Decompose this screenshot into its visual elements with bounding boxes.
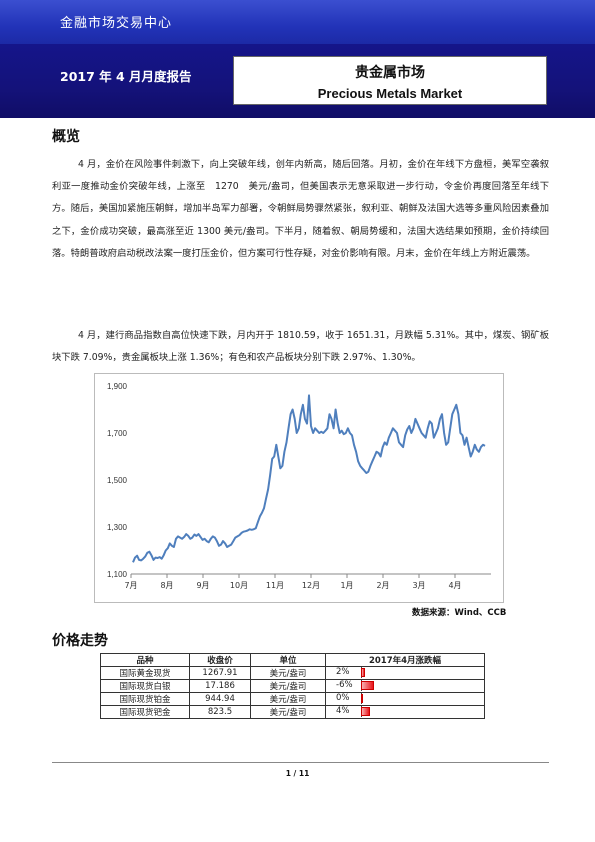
x-tick-label: 10月 — [230, 581, 248, 590]
x-tick-label: 9月 — [196, 581, 209, 590]
report-period: 2017 年 4 月月度报告 — [60, 69, 192, 84]
change-cell: 4% — [325, 705, 485, 719]
col-close-header: 收盘价 — [189, 653, 251, 667]
page-number: 1 / 11 — [285, 769, 310, 778]
close-price: 944.94 — [189, 692, 251, 706]
close-price: 17.186 — [189, 679, 251, 693]
name: 国际现货白银 — [100, 679, 190, 693]
report-banner: 2017 年 4 月月度报告 贵金属市场 Precious Metals Mar… — [0, 44, 595, 118]
change-label: 0% — [336, 693, 350, 703]
index-chart: 1,100 1,300 1,500 1,700 1,900 7月 8月 9月 10月 11月 12月… — [94, 373, 504, 603]
unit: 美元/盎司 — [250, 679, 326, 693]
y-tick-label: 1,100 — [107, 570, 128, 579]
top-header-bar: 金融市场交易中心 — [0, 0, 595, 44]
col-name-header: 品种 — [100, 653, 190, 667]
report-title-en: Precious Metals Market — [317, 86, 463, 101]
unit: 美元/盎司 — [250, 692, 326, 706]
data-source: 数据来源：Wind、CCB — [412, 608, 507, 618]
y-tick-label: 1,700 — [107, 429, 128, 438]
name: 国际现货铂金 — [100, 692, 190, 706]
x-tick-label: 2月 — [376, 581, 389, 590]
overview-paragraph-1: 4 月，金价在风险事件刺激下，向上突破年线，创年内新高，随后回落。月初，金价在年… — [52, 159, 549, 259]
x-tick-label: 3月 — [412, 581, 425, 590]
x-tick-label: 11月 — [266, 581, 284, 590]
series-line — [132, 394, 486, 563]
table-row: 国际黄金现货 1267.91 美元/盎司 2% — [100, 666, 485, 680]
price-table-header: 品种 收盘价 单位 2017年4月涨跌幅 — [100, 653, 485, 667]
change-cell: 0% — [325, 692, 485, 706]
index-line-chart: 1,100 1,300 1,500 1,700 1,900 7月 8月 9月 10月 11月 12月… — [107, 382, 491, 590]
change-bar — [361, 694, 363, 703]
change-bar — [361, 681, 375, 690]
y-tick-label: 1,300 — [107, 523, 128, 532]
price-heading: 价格走势 — [52, 633, 108, 649]
y-tick-label: 1,500 — [107, 476, 128, 485]
x-tick-label: 8月 — [160, 581, 173, 590]
change-cell: 2% — [325, 666, 485, 680]
x-tick-label: 12月 — [302, 581, 320, 590]
y-tick-label: 1,900 — [107, 382, 128, 391]
unit: 美元/盎司 — [250, 666, 326, 680]
x-tick-label: 4月 — [448, 581, 461, 590]
footer-divider — [52, 762, 549, 763]
change-label: 4% — [336, 706, 350, 716]
price-table: 品种 收盘价 单位 2017年4月涨跌幅 国际黄金现货 1267.91 美元/盎司 2… — [100, 653, 485, 719]
col-change-header: 2017年4月涨跌幅 — [325, 653, 485, 667]
close-price: 1267.91 — [189, 666, 251, 680]
table-row: 国际现货钯金 823.5 美元/盎司 4% — [100, 705, 485, 719]
report-title-cn: 贵金属市场 — [355, 65, 425, 81]
col-unit-header: 单位 — [250, 653, 326, 667]
x-tick-label: 7月 — [124, 581, 137, 590]
report-title-box: 贵金属市场 Precious Metals Market — [233, 56, 547, 105]
name: 国际现货钯金 — [100, 705, 190, 719]
change-bar — [361, 668, 366, 677]
change-cell: -6% — [325, 679, 485, 693]
table-row: 国际现货铂金 944.94 美元/盎司 0% — [100, 692, 485, 706]
name: 国际黄金现货 — [100, 666, 190, 680]
close-price: 823.5 — [189, 705, 251, 719]
overview-heading: 概览 — [52, 129, 80, 145]
change-label: -6% — [336, 680, 353, 690]
table-row: 国际现货白银 17.186 美元/盎司 -6% — [100, 679, 485, 693]
org-name: 金融市场交易中心 — [60, 16, 173, 31]
change-bar — [361, 707, 370, 716]
unit: 美元/盎司 — [250, 705, 326, 719]
overview-paragraph-2: 4 月，建行商品指数自高位快速下跌，月内开于 1810.59，收于 1651.3… — [52, 330, 549, 364]
change-label: 2% — [336, 667, 350, 677]
x-tick-label: 1月 — [340, 581, 353, 590]
